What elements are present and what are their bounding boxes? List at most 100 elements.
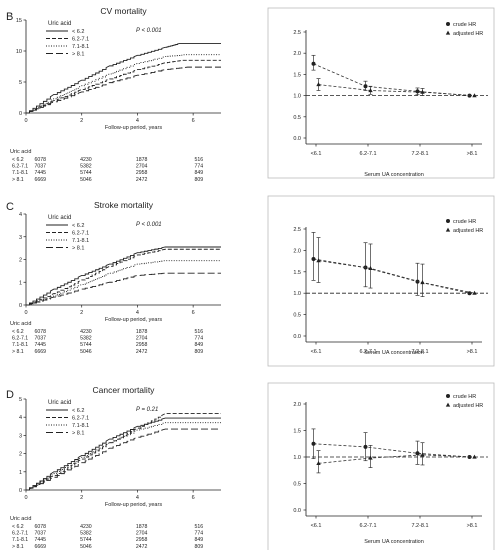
km-y-tick-label: 0 [19, 303, 22, 309]
hr-x-tick-label: <6.1 [311, 349, 322, 355]
km-legend-label: 6.2-7.1 [72, 416, 89, 422]
risk-table-cell: 5744 [80, 170, 92, 176]
risk-table-row-label: 7.1-8.1 [12, 342, 28, 348]
km-legend-title: Uric acid [48, 215, 71, 221]
risk-table-cell: 4230 [80, 157, 92, 163]
hr-x-tick-label: >8.1 [467, 523, 478, 529]
hr-panel-frame [267, 382, 495, 550]
km-y-tick-label: 5 [19, 397, 22, 403]
km-title: Cancer mortality [93, 385, 156, 395]
risk-table-cell: 6078 [34, 524, 46, 530]
hr-point-crude [415, 451, 420, 456]
risk-table-cell: 849 [194, 342, 203, 348]
km-x-tick-label: 4 [136, 495, 139, 501]
risk-table-cell: 7037 [34, 164, 46, 170]
risk-table-row-label: 6.2-7.1 [12, 164, 28, 170]
hr-series-line-1 [313, 258, 470, 294]
km-x-tick-label: 2 [80, 118, 83, 124]
km-legend-title: Uric acid [48, 21, 71, 27]
km-pvalue: P < 0.001 [136, 222, 162, 228]
hr-legend-marker [446, 219, 450, 223]
risk-table-cell: 2472 [136, 349, 148, 355]
km-line-1 [26, 417, 221, 491]
risk-table-cell: 2472 [136, 544, 148, 550]
risk-table-cell: 7037 [34, 531, 46, 537]
risk-table-cell: 7445 [34, 170, 46, 176]
km-line-4 [26, 66, 221, 114]
panel-label-c: C [6, 201, 14, 213]
hr-point-adjusted [420, 89, 425, 94]
hr-legend-label: adjusted HR [453, 31, 483, 37]
hr-legend-marker [445, 402, 451, 407]
km-legend-title: Uric acid [48, 400, 71, 406]
risk-table-row-label: > 8.1 [12, 544, 24, 550]
km-x-axis-label: Follow-up period, years [105, 125, 162, 131]
km-y-tick-label: 10 [16, 49, 22, 55]
km-line-4 [26, 428, 221, 491]
hr-y-tick-label: 2.0 [293, 248, 301, 254]
hr-x-axis-label: Serum UA concentration [364, 539, 424, 545]
km-panel-c: Stroke mortality 0 1 2 3 4 0 2 4 6 Follow-up perio… [10, 200, 221, 355]
risk-table-row-label: 6.2-7.1 [12, 336, 28, 342]
km-x-tick-label: 2 [80, 495, 83, 501]
risk-table-cell: 516 [194, 524, 203, 530]
hr-panel-d: 0.0 0.5 1.0 1.5 2.0 <6.1 6.2-7.1 7.2-8.1 >8.1 Ser… [267, 382, 495, 550]
km-panel-b: CV mortality 0 5 10 15 0 2 4 6 Follow-up period, … [10, 6, 221, 183]
hr-y-tick-label: 1.0 [293, 94, 301, 100]
risk-table-cell: 5382 [80, 531, 92, 537]
km-line-1 [26, 246, 221, 306]
risk-table-cell: 7037 [34, 336, 46, 342]
hr-point-adjusted [420, 452, 425, 457]
hr-legend-marker [445, 30, 451, 35]
risk-table-title: Uric acid [10, 516, 31, 522]
hr-point-crude [311, 256, 316, 261]
hr-x-tick-label: >8.1 [467, 349, 478, 355]
risk-table-title: Uric acid [10, 149, 31, 155]
hr-y-tick-label: 2.0 [293, 51, 301, 57]
hr-point-adjusted [316, 82, 321, 87]
hr-panel-c: 0.0 0.5 1.0 1.5 2.0 2.5 <6.1 6.2-7.1 7.2-8.1 >8.1… [267, 195, 495, 367]
risk-table-row-label: 7.1-8.1 [12, 537, 28, 543]
risk-table-cell: 774 [194, 531, 203, 537]
hr-x-axis-label: Serum UA concentration [364, 172, 424, 178]
risk-table-cell: 516 [194, 329, 203, 335]
hr-legend-label: crude HR [453, 22, 476, 28]
risk-table-cell: 774 [194, 336, 203, 342]
km-x-tick-label: 0 [24, 118, 27, 124]
hr-point-adjusted [472, 454, 477, 459]
hr-panel-frame [267, 195, 495, 367]
hr-point-adjusted [368, 88, 373, 93]
hr-y-tick-label: 0.0 [293, 508, 301, 514]
risk-table-row-label: > 8.1 [12, 349, 24, 355]
hr-point-adjusted [316, 460, 321, 465]
km-y-tick-label: 3 [19, 433, 22, 439]
risk-table-cell: 6669 [34, 349, 46, 355]
km-x-axis-label: Follow-up period, years [105, 317, 162, 323]
hr-panel-b: 0.0 0.5 1.0 1.5 2.0 2.5 <6.1 6.2-7.1 7.2-8.1 >8.1… [267, 7, 495, 179]
risk-table-cell: 1878 [136, 329, 148, 335]
risk-table-cell: 5382 [80, 336, 92, 342]
risk-table-cell: 2704 [136, 336, 148, 342]
hr-legend-label: adjusted HR [453, 403, 483, 409]
risk-table-row-label: < 6.2 [12, 524, 24, 530]
km-y-tick-label: 2 [19, 452, 22, 458]
km-y-tick-label: 4 [19, 415, 22, 421]
hr-x-tick-label: <6.1 [311, 523, 322, 529]
hr-y-tick-label: 0.5 [293, 313, 301, 319]
hr-panel-frame [267, 7, 495, 179]
risk-table-row-label: 6.2-7.1 [12, 531, 28, 537]
hr-x-tick-label: >8.1 [467, 151, 478, 157]
svg-text:B: B [6, 11, 13, 23]
km-line-2 [26, 248, 221, 306]
km-y-tick-label: 0 [19, 111, 22, 117]
risk-table-cell: 2704 [136, 164, 148, 170]
risk-table-cell: 1878 [136, 157, 148, 163]
km-line-3 [26, 422, 221, 491]
km-line-2 [26, 59, 221, 114]
km-legend-label: > 8.1 [72, 246, 84, 252]
hr-point-crude [311, 441, 316, 446]
svg-text:D: D [6, 389, 14, 401]
km-line-1 [26, 43, 221, 114]
km-pvalue: P = 0.21 [136, 407, 158, 413]
hr-y-tick-label: 0.5 [293, 115, 301, 121]
